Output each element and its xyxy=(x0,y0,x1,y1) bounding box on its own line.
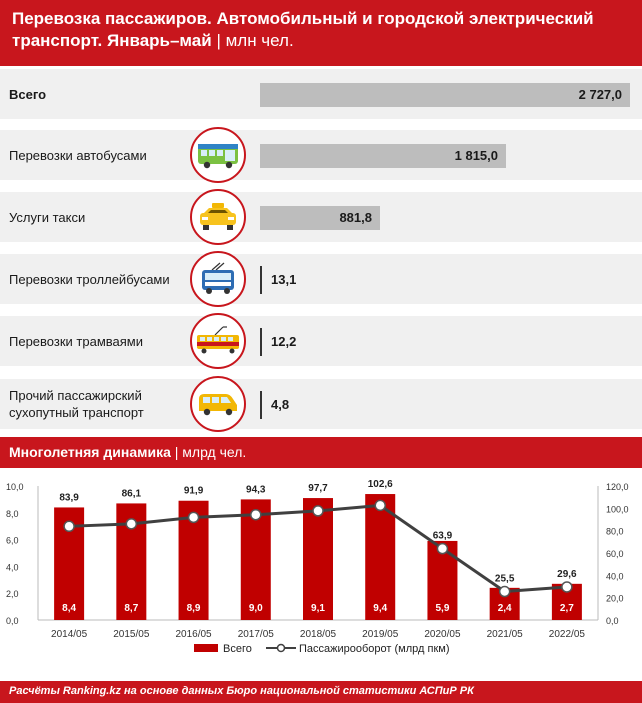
section-header: Многолетняя динамика | млрд чел. xyxy=(0,437,642,468)
line-data-label: 86,1 xyxy=(122,488,142,499)
left-tick-label: 4,0 xyxy=(6,562,19,572)
bar-data-label: 9,4 xyxy=(373,603,387,614)
bar-data-label: 2,4 xyxy=(498,603,512,614)
row-label: Перевозки трамваями xyxy=(9,333,143,349)
legend-bar-swatch xyxy=(194,644,218,652)
value-tick xyxy=(260,266,262,294)
row-value: 13,1 xyxy=(271,272,297,287)
line-data-label: 83,9 xyxy=(59,492,79,503)
section-title: Многолетняя динамика xyxy=(9,444,171,460)
right-tick-label: 20,0 xyxy=(606,594,624,604)
x-tick-label: 2016/05 xyxy=(175,629,212,640)
line-marker xyxy=(436,542,449,555)
dynamics-chart: 0,0 2,0 4,0 6,0 8,0 10,0 0,0 20,0 40,0 60,0 80,0 1… xyxy=(6,479,629,655)
right-tick-label: 40,0 xyxy=(606,571,624,581)
row-value: 12,2 xyxy=(271,334,297,349)
right-tick-label: 0,0 xyxy=(606,616,619,626)
bar-data-label: 8,9 xyxy=(187,603,201,614)
value-bar xyxy=(260,206,380,230)
x-tick-label: 2014/05 xyxy=(51,629,88,640)
value-tick xyxy=(260,328,262,356)
x-tick-label: 2019/05 xyxy=(362,629,399,640)
legend-line-label: Пассажирооборот (млрд пкм) xyxy=(299,643,449,655)
page-title: Перевозка пассажиров. Автомобильный и го… xyxy=(12,8,630,52)
left-tick-label: 8,0 xyxy=(6,509,19,519)
bus-icon xyxy=(190,127,246,183)
bar-data-label: 8,7 xyxy=(124,603,138,614)
left-tick-label: 0,0 xyxy=(6,616,19,626)
value-bar xyxy=(260,144,506,168)
row-bus: Перевозки автобусами 1 815,0 xyxy=(0,127,642,183)
x-axis: 2014/05 2015/05 2016/05 2017/05 2018/05 2019/… xyxy=(51,629,585,640)
bar-data-label: 8,4 xyxy=(62,603,76,614)
row-other: Прочий пассажирский сухопутный транспорт… xyxy=(0,376,642,432)
right-tick-label: 60,0 xyxy=(606,549,624,559)
bar-value-label: 881,8 xyxy=(339,210,372,225)
legend-bar-label: Всего xyxy=(223,643,252,655)
bar-data-label: 5,9 xyxy=(435,603,449,614)
x-tick-label: 2015/05 xyxy=(113,629,150,640)
right-axis: 0,0 20,0 40,0 60,0 80,0 100,0 120,0 xyxy=(597,482,629,626)
line-series: 83,9 86,1 91,9 94,3 97,7 102,6 63,9 25,5 29,6 xyxy=(59,479,577,598)
line-data-label: 97,7 xyxy=(308,483,328,494)
x-tick-label: 2021/05 xyxy=(487,629,524,640)
right-tick-label: 80,0 xyxy=(606,527,624,537)
trolleybus-icon xyxy=(190,251,246,307)
chart-legend: Всего Пассажирооборот (млрд пкм) xyxy=(194,643,449,655)
line-data-label: 94,3 xyxy=(246,484,266,495)
row-taxi: Услуги такси 881,8 xyxy=(0,189,642,245)
x-tick-label: 2018/05 xyxy=(300,629,337,640)
line-marker xyxy=(374,499,386,512)
line-marker xyxy=(187,511,200,524)
bar-value-label: 2 727,0 xyxy=(578,87,622,102)
x-tick-label: 2022/05 xyxy=(549,629,586,640)
line-data-label: 29,6 xyxy=(557,569,577,580)
line-marker xyxy=(498,585,511,598)
minibus-icon xyxy=(190,376,246,432)
taxi-icon xyxy=(190,189,246,245)
row-label: Всего xyxy=(9,86,47,102)
line-data-label: 102,6 xyxy=(368,479,393,490)
x-tick-label: 2017/05 xyxy=(238,629,275,640)
line-marker xyxy=(312,505,324,517)
row-label: Прочий пассажирский сухопутный транспорт xyxy=(9,388,144,420)
value-tick xyxy=(260,391,262,419)
chart-bar xyxy=(365,494,396,620)
line-data-label: 25,5 xyxy=(495,574,515,585)
chart-bar xyxy=(303,498,333,620)
left-tick-label: 6,0 xyxy=(6,536,19,546)
line-data-label: 63,9 xyxy=(433,531,453,542)
section-separator: | xyxy=(174,444,179,460)
line-marker xyxy=(63,520,75,533)
right-tick-label: 100,0 xyxy=(606,504,629,514)
left-tick-label: 2,0 xyxy=(6,589,19,599)
title-unit: млн чел. xyxy=(225,31,294,50)
row-value: 4,8 xyxy=(271,397,290,412)
bar-data-label: 9,1 xyxy=(311,603,325,614)
row-label: Перевозки троллейбусами xyxy=(9,271,170,287)
legend-line-marker xyxy=(276,643,286,653)
value-bar xyxy=(260,83,630,107)
x-tick-label: 2020/05 xyxy=(424,629,461,640)
right-tick-label: 120,0 xyxy=(606,482,629,492)
line-marker xyxy=(250,508,262,521)
left-tick-label: 10,0 xyxy=(6,482,24,492)
header: Перевозка пассажиров. Автомобильный и го… xyxy=(0,0,642,66)
bar-value-label: 1 815,0 xyxy=(454,148,498,163)
tram-icon xyxy=(190,313,246,369)
row-label: Перевозки автобусами xyxy=(9,147,147,163)
line-marker xyxy=(561,581,573,593)
title-text: Перевозка пассажиров. Автомобильный и го… xyxy=(12,9,594,50)
line-data-label: 91,9 xyxy=(184,486,204,497)
line-marker xyxy=(125,518,138,530)
row-trolleybus: Перевозки троллейбусами 13,1 xyxy=(0,251,642,307)
bar-data-label: 9,0 xyxy=(249,603,263,614)
bar-data-label: 2,7 xyxy=(560,603,574,614)
row-label: Услуги такси xyxy=(9,209,86,225)
footer-source: Расчёты Ranking.kz на основе данных Бюро… xyxy=(0,681,642,703)
section-unit: млрд чел. xyxy=(182,444,247,460)
row-total: Всего 2 727,0 xyxy=(0,69,642,119)
row-tram: Перевозки трамваями 12,2 xyxy=(0,313,642,369)
title-separator: | xyxy=(216,31,221,50)
